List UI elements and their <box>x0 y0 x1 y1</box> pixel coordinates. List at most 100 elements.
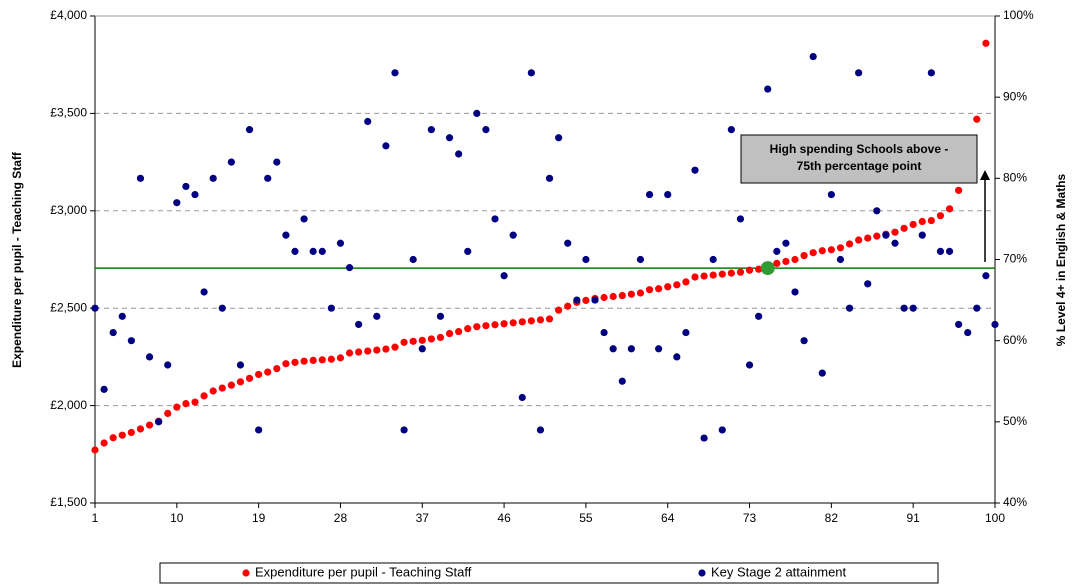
point <box>482 126 490 134</box>
point <box>718 426 726 434</box>
x-tick-label: 19 <box>252 511 266 525</box>
y-tick-label: £1,500 <box>50 495 87 509</box>
point <box>518 393 526 402</box>
point <box>727 126 735 134</box>
point <box>555 134 563 142</box>
point <box>636 255 645 264</box>
point <box>436 312 445 320</box>
point <box>400 426 408 434</box>
point <box>536 426 545 434</box>
annotation-box <box>740 134 978 184</box>
point <box>818 247 826 255</box>
point <box>964 328 972 337</box>
point <box>582 255 590 264</box>
point <box>718 270 726 278</box>
point <box>255 426 263 434</box>
y-tick-label: £2,500 <box>50 300 87 314</box>
y2-tick-label: 70% <box>1003 252 1027 266</box>
point <box>973 304 981 312</box>
point <box>155 418 163 426</box>
y2-tick-label: 50% <box>1003 414 1027 428</box>
point <box>509 319 517 327</box>
y-tick-label: £2,000 <box>50 398 87 412</box>
point <box>727 269 735 277</box>
x-tick-label: 91 <box>907 511 921 525</box>
x-tick-label: 10 <box>170 511 184 525</box>
point <box>445 134 454 142</box>
point <box>236 361 245 369</box>
point <box>345 349 354 357</box>
point <box>755 312 763 320</box>
point <box>736 215 745 223</box>
point <box>264 368 272 376</box>
legend-marker <box>698 569 706 577</box>
point <box>145 353 154 361</box>
y2-tick-label: 60% <box>1003 333 1027 347</box>
point <box>164 361 172 369</box>
point <box>745 361 754 369</box>
point <box>418 345 426 353</box>
y2-axis-title: % Level 4+ in English & Maths <box>1054 173 1068 346</box>
point <box>645 286 654 294</box>
x-tick-label: 55 <box>579 511 593 525</box>
point <box>700 272 708 280</box>
point <box>827 190 835 199</box>
point <box>200 288 208 296</box>
point <box>591 296 599 304</box>
y-tick-label: £3,000 <box>50 203 87 217</box>
y2-tick-label: 80% <box>1003 171 1027 185</box>
point <box>355 320 363 329</box>
point <box>227 158 235 166</box>
annotation-text: 75th percentage point <box>797 159 922 173</box>
point <box>473 323 481 331</box>
point <box>664 283 672 291</box>
point <box>291 358 299 366</box>
point <box>300 357 308 365</box>
point <box>182 400 190 408</box>
point <box>627 290 635 298</box>
point <box>782 257 790 266</box>
point <box>336 354 345 362</box>
point <box>936 212 945 220</box>
point <box>891 228 899 236</box>
legend-label: Expenditure per pupil - Teaching Staff <box>255 564 472 579</box>
point <box>273 158 281 166</box>
point <box>391 343 399 351</box>
point <box>836 255 845 264</box>
point <box>900 224 908 232</box>
point <box>482 322 490 330</box>
point <box>427 335 435 343</box>
point <box>109 328 117 337</box>
point <box>373 312 381 320</box>
point <box>336 239 345 247</box>
point <box>755 265 763 273</box>
point <box>791 288 799 296</box>
point <box>345 264 354 272</box>
point <box>355 348 363 356</box>
point <box>100 385 108 393</box>
point <box>818 369 826 377</box>
point <box>582 296 590 305</box>
point <box>627 345 635 353</box>
point <box>909 304 917 312</box>
point <box>373 346 381 354</box>
legend-box <box>159 562 939 584</box>
point <box>127 337 135 345</box>
point <box>427 126 435 134</box>
point <box>218 384 226 392</box>
point <box>200 392 208 400</box>
point <box>845 304 854 312</box>
point <box>609 292 617 301</box>
point <box>455 327 463 336</box>
y-tick-label: £4,000 <box>50 8 87 22</box>
point <box>209 387 217 395</box>
point <box>736 268 745 276</box>
legend-marker <box>242 569 250 577</box>
point <box>173 403 181 411</box>
point <box>618 377 626 385</box>
point <box>145 421 154 429</box>
y2-tick-label: 40% <box>1003 495 1027 509</box>
point <box>800 337 808 345</box>
point <box>455 150 463 158</box>
point <box>318 356 326 364</box>
